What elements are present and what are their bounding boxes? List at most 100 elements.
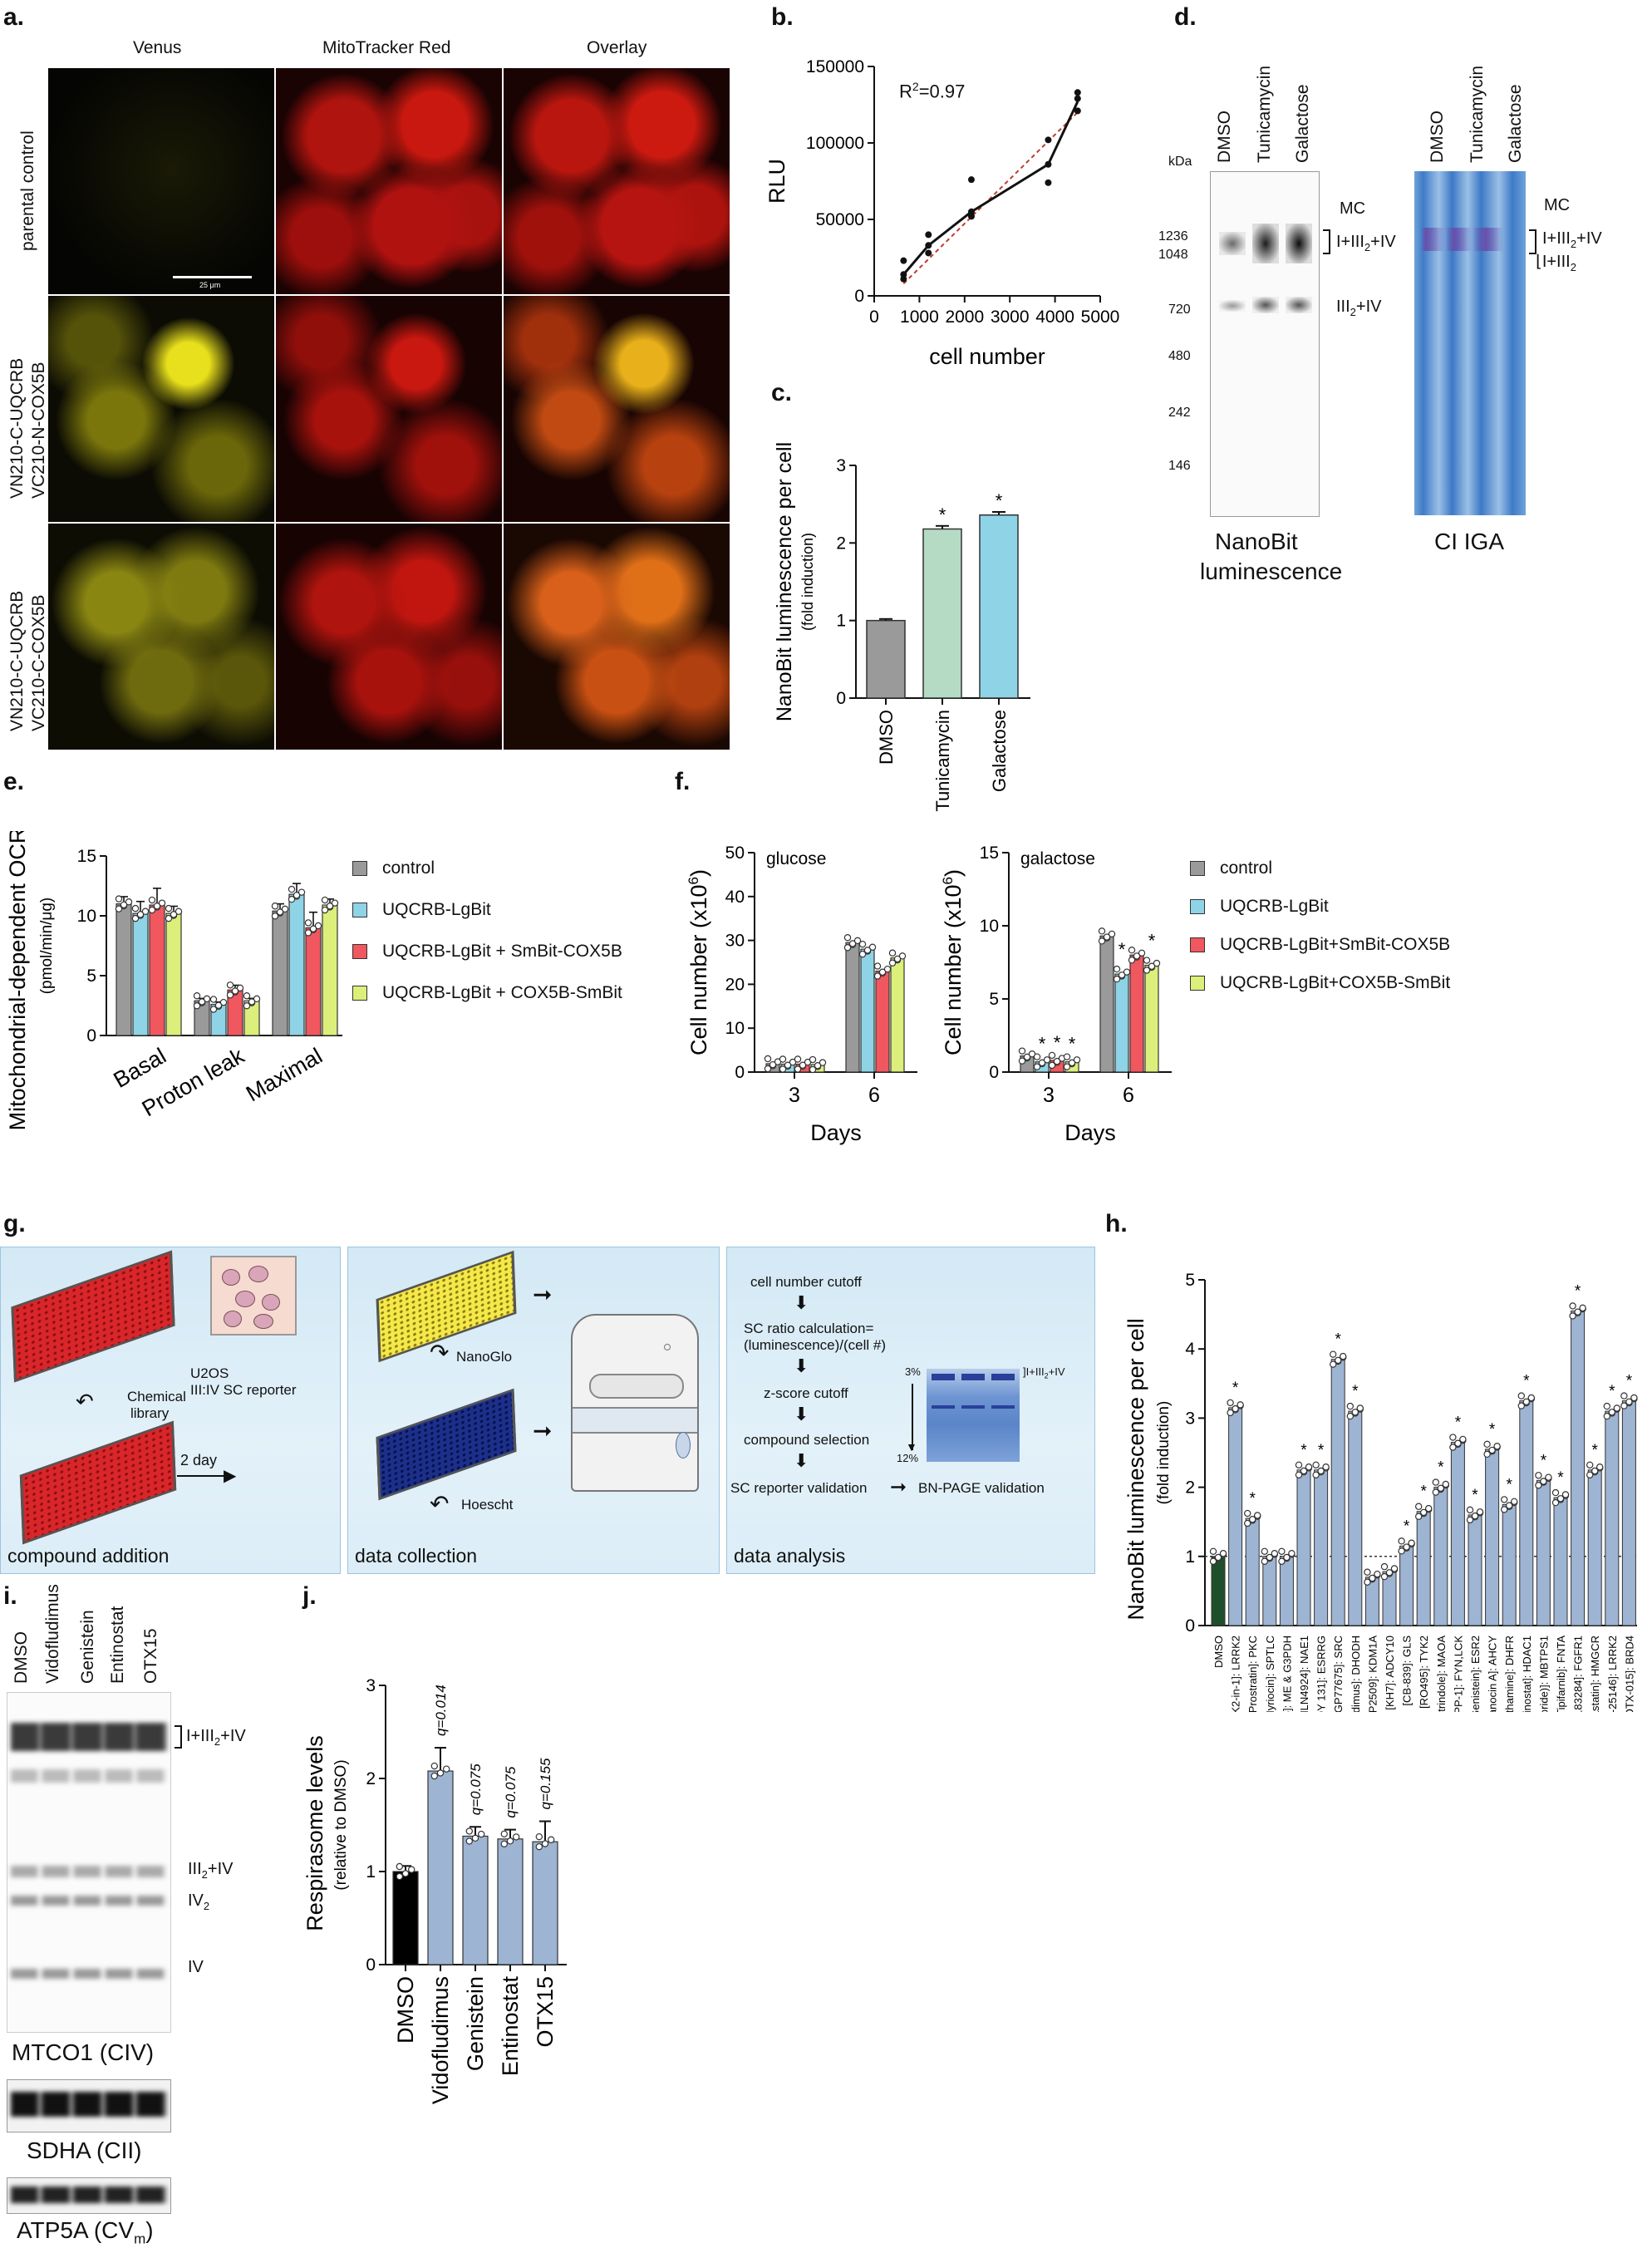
a-image-mito-parental [276, 68, 502, 294]
j-dot [442, 1765, 450, 1773]
h-dot [1346, 1402, 1354, 1410]
g-plate-reader [571, 1314, 699, 1492]
b-point [1045, 179, 1052, 186]
h-dot [1369, 1574, 1376, 1582]
c-y-tick-label: 0 [836, 689, 846, 708]
b-point [967, 213, 975, 220]
h-dot [1442, 1480, 1449, 1488]
j-bar [392, 1871, 419, 1965]
f-galactose-dot [1043, 1056, 1051, 1064]
h-dot [1501, 1496, 1508, 1503]
f-glucose-y-tick-label: 0 [735, 1063, 745, 1082]
h-dot [1278, 1547, 1286, 1555]
e-dot [131, 904, 140, 912]
h-dot [1551, 1498, 1560, 1507]
g-library-1: Chemical [127, 1389, 186, 1404]
h-y-tick-label: 2 [1185, 1478, 1195, 1498]
f-galactose-dot [1143, 967, 1151, 974]
h-dot [1261, 1557, 1268, 1565]
e-dot [170, 911, 178, 918]
b-point [1074, 95, 1081, 102]
e-dot [165, 914, 173, 922]
i-blot-mtco1 [7, 1692, 171, 2033]
h-dot [1466, 1516, 1474, 1524]
h-dot [1603, 1402, 1611, 1410]
f-galactose-dot [1018, 1057, 1026, 1065]
h-sig: * [1575, 1282, 1581, 1300]
f-galactose-bar [1144, 964, 1159, 1073]
h-dot [1403, 1543, 1410, 1551]
f-galactose-y-tick-label: 5 [989, 990, 999, 1009]
b-point [925, 231, 932, 239]
h-ylabel-sub: (fold induction) [1155, 1401, 1173, 1505]
d-band-sc-r-b: 2 [1570, 238, 1577, 250]
a-image-venus-c [48, 524, 274, 750]
e-dot [321, 906, 329, 914]
g-gel-arrow-head: ▼ [906, 1440, 917, 1454]
a-scalebar-label: 25 μm [199, 281, 221, 289]
f-galactose-dot [1108, 930, 1116, 938]
g-caption-2: data collection [355, 1545, 478, 1567]
d-marker-242: 242 [1168, 406, 1191, 420]
j-dot [465, 1837, 473, 1845]
c-y-tick-label: 3 [836, 456, 846, 475]
h-x-label: [KH7]: ADCY10 [1384, 1636, 1396, 1710]
h-x-label: [3-Deazaneplanocin A]: AHCY [1487, 1636, 1499, 1712]
f-glucose-dot [794, 1055, 802, 1063]
h-bar [1502, 1503, 1517, 1626]
h-bar [1450, 1442, 1465, 1626]
panel-i-label: i. [3, 1582, 17, 1610]
h-y-tick-label: 0 [1185, 1616, 1195, 1636]
g-curved-arrow-2: ↷ [430, 1340, 450, 1365]
f-galactose-xlabel: Days [1064, 1120, 1116, 1145]
h-dot [1483, 1440, 1491, 1449]
f-galactose-sig: * [1148, 931, 1156, 952]
f-glucose-dot [853, 937, 862, 945]
g-gel-band-b: 2 [1044, 1371, 1049, 1380]
j-dot [535, 1842, 543, 1851]
i-band-sc: I+III2+IV [186, 1727, 246, 1748]
h-dot [1288, 1550, 1296, 1557]
h-bar [1279, 1556, 1294, 1626]
f-galactose-ylabel-sup: 6 [940, 877, 956, 884]
e-dot [219, 998, 228, 1006]
panel-j-label: j. [302, 1582, 317, 1610]
f-galactose-dot [1153, 959, 1161, 967]
h-x-label: [Entinostat]: HDAC1 [1521, 1636, 1533, 1712]
h-dot [1253, 1512, 1261, 1519]
e-dot [148, 906, 156, 914]
h-sig: * [1404, 1518, 1410, 1535]
i-band-sc-b: 2 [214, 1735, 221, 1748]
h-dot [1535, 1482, 1542, 1489]
h-bar [1211, 1556, 1226, 1626]
e-dot [131, 914, 140, 922]
f-glucose-y-tick-label: 10 [725, 1019, 745, 1038]
d-lane-dmso-r: DMSO [1428, 111, 1447, 163]
h-dot [1591, 1467, 1599, 1475]
h-dot [1398, 1537, 1405, 1545]
h-x-label: [Tetrindole]: MAOA [1435, 1636, 1448, 1712]
e-legend-smbit: UQCRB-LgBit + SmBit-COX5B [352, 931, 622, 972]
g-gel-top: 3% [905, 1365, 921, 1378]
f-glucose-dot [764, 1055, 772, 1063]
b-point [967, 208, 975, 215]
a-row1-label: parental control [18, 130, 37, 251]
j-qvalue: q=0.075 [468, 1763, 484, 1815]
f-glucose-dot [878, 968, 887, 976]
d-band-iii-l: III2+IV [1336, 298, 1381, 318]
c-x-label: Galactose [989, 710, 1010, 792]
d-marker-720: 720 [1168, 303, 1191, 317]
h-dot [1432, 1488, 1439, 1496]
g-gel [927, 1369, 1020, 1462]
h-dot [1471, 1512, 1479, 1520]
e-y-tick-label: 15 [77, 847, 96, 866]
b-point [900, 257, 907, 264]
d-band-mc-l: MC [1340, 199, 1366, 218]
h-bar [1348, 1410, 1363, 1626]
h-dot [1493, 1443, 1501, 1450]
h-dot [1330, 1360, 1337, 1368]
j-dot [430, 1772, 438, 1780]
f-galactose-bar [1099, 935, 1114, 1073]
h-dot [1569, 1312, 1576, 1320]
h-dot [1454, 1439, 1462, 1447]
